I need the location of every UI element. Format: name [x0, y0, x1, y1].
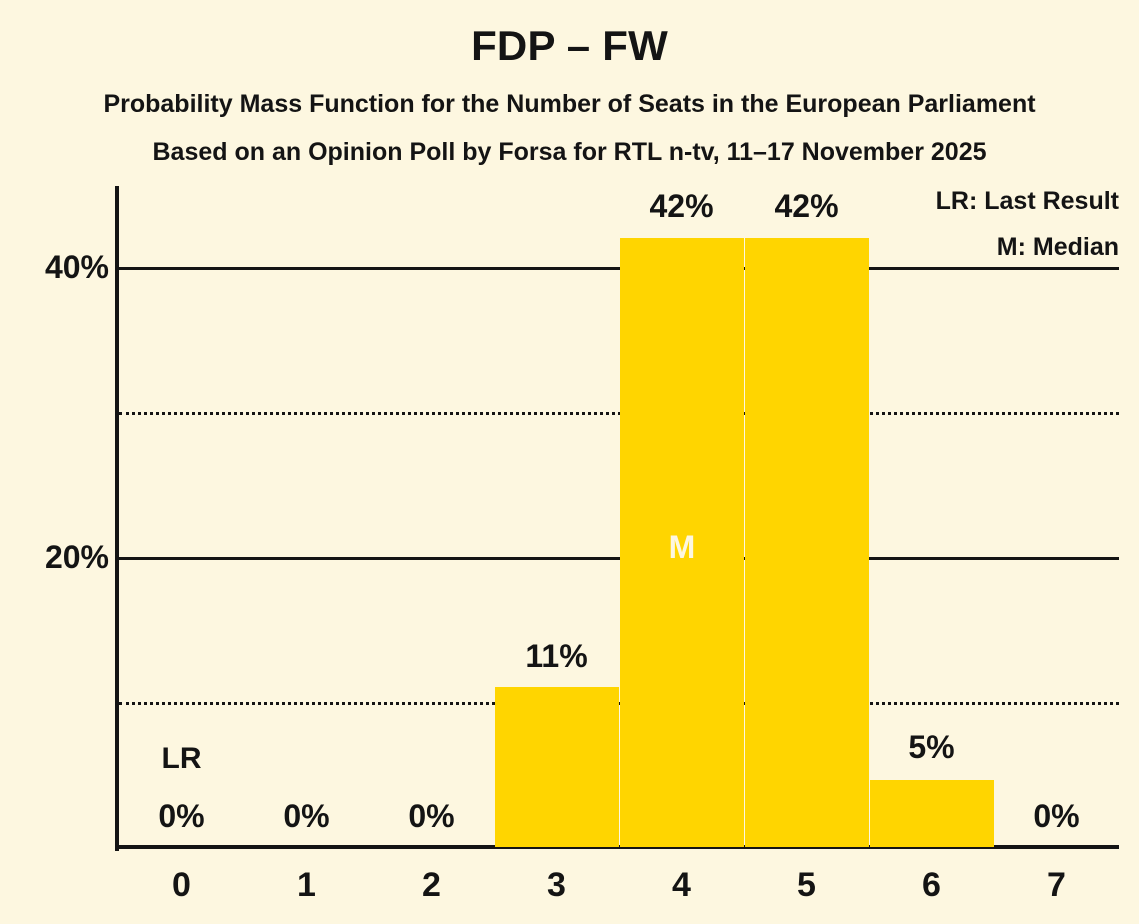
bar-3[interactable]: [495, 687, 619, 847]
bar-value-label-7: 0%: [1033, 798, 1080, 834]
x-tick-label-4: 4: [672, 866, 691, 904]
page-title: FDP – FW: [471, 22, 668, 69]
x-tick-label-7: 7: [1047, 866, 1066, 904]
y-tick-label-20: 20%: [44, 539, 109, 575]
gridline-40: [119, 267, 1119, 270]
gridline-30: [119, 412, 1119, 415]
bar-value-label-0: 0%: [158, 798, 205, 834]
x-tick-label-1: 1: [297, 866, 316, 904]
x-axis-line: [115, 845, 1119, 849]
plot-area: M: [119, 186, 1119, 847]
x-tick-label-3: 3: [547, 866, 566, 904]
bar-value-label-6: 5%: [908, 729, 955, 765]
bar-value-label-3: 11%: [525, 638, 588, 674]
legend-last-result: LR: Last Result: [935, 187, 1119, 215]
chart-subtitle-primary: Probability Mass Function for the Number…: [103, 90, 1036, 118]
x-tick-label-2: 2: [422, 866, 441, 904]
bar-value-label-4: 42%: [649, 188, 714, 224]
gridline-20: [119, 557, 1119, 560]
bar-value-label-1: 0%: [283, 798, 330, 834]
chart-subtitle-secondary: Based on an Opinion Poll by Forsa for RT…: [152, 138, 987, 166]
bar-4[interactable]: [620, 238, 744, 847]
x-tick-label-0: 0: [172, 866, 191, 904]
legend-median: M: Median: [996, 233, 1119, 261]
y-tick-label-40: 40%: [44, 249, 109, 285]
gridline-10: [119, 702, 1119, 705]
x-tick-label-6: 6: [922, 866, 941, 904]
bar-6[interactable]: [870, 780, 994, 847]
last-result-marker: LR: [161, 742, 202, 775]
bar-5[interactable]: [745, 238, 869, 847]
bar-value-label-2: 0%: [408, 798, 455, 834]
median-marker: M: [668, 529, 696, 565]
bar-value-label-5: 42%: [774, 188, 839, 224]
y-axis-line: [115, 186, 119, 851]
x-tick-label-5: 5: [797, 866, 816, 904]
